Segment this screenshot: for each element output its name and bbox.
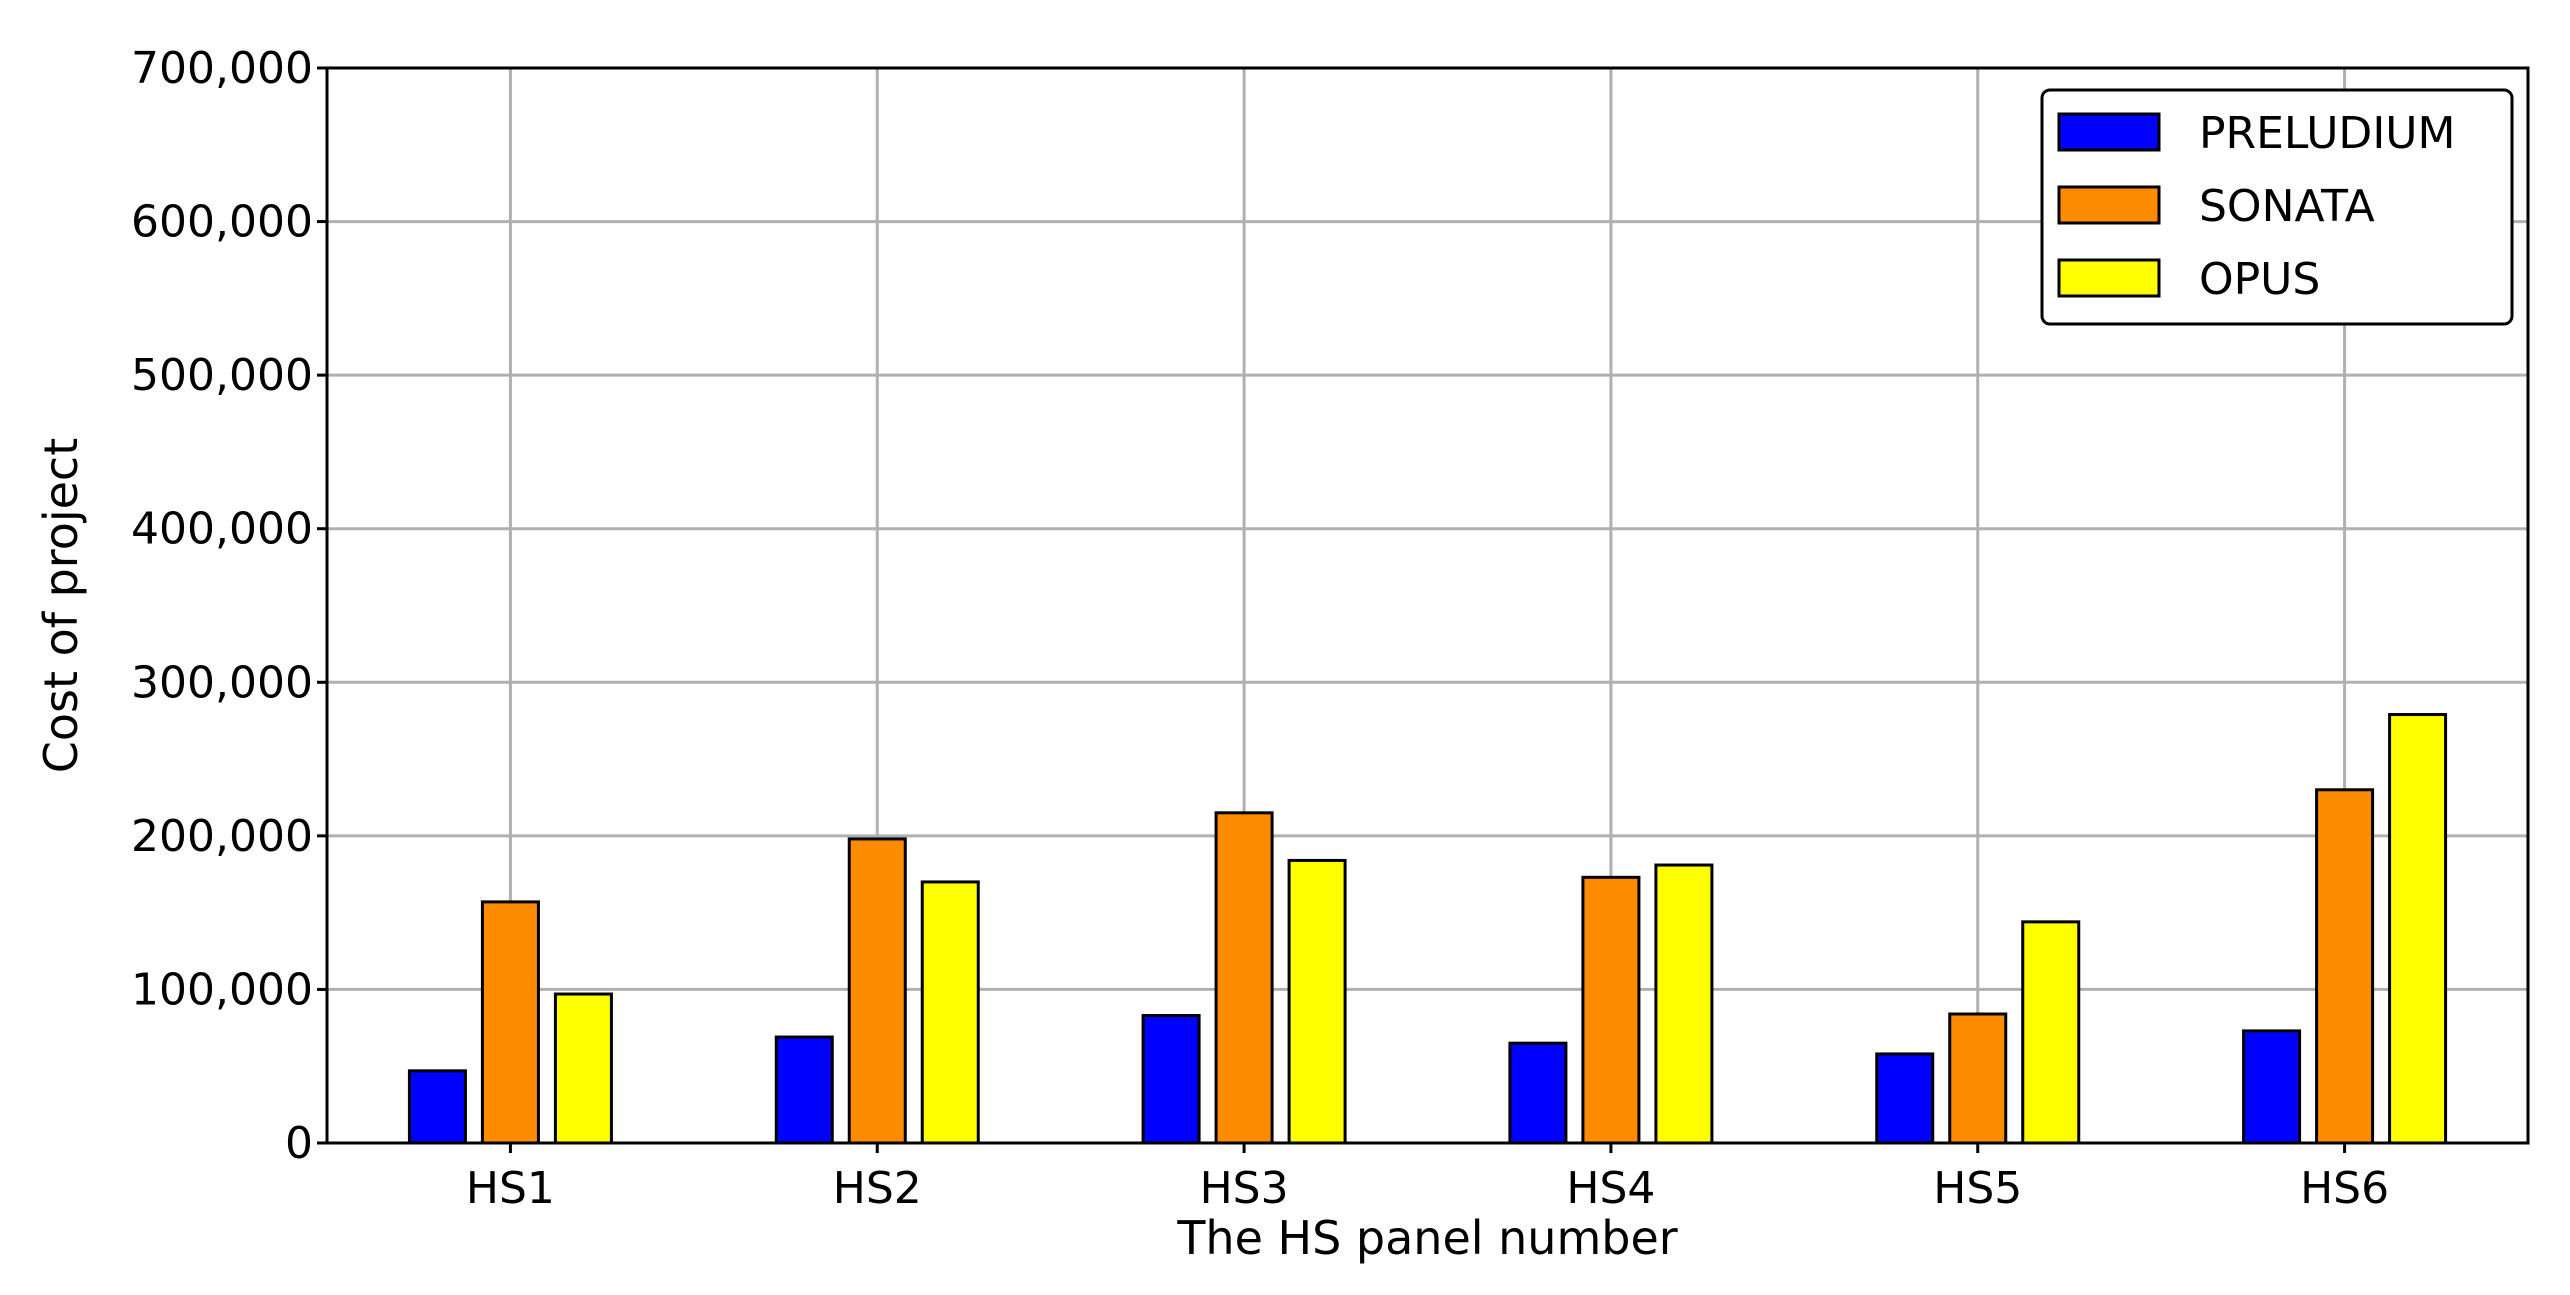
x-tick-label: HS3 bbox=[1200, 1163, 1289, 1214]
y-tick-label: 600,000 bbox=[131, 197, 313, 248]
bar-sonata-hs4 bbox=[1581, 875, 1641, 1145]
bar-opus-hs1 bbox=[553, 992, 613, 1145]
bar-sonata-hs2 bbox=[847, 837, 907, 1145]
legend: PRELUDIUM SONATA OPUS bbox=[2040, 88, 2514, 326]
legend-swatch-preludium bbox=[2057, 112, 2161, 152]
legend-swatch-sonata bbox=[2057, 185, 2161, 225]
y-tick-label: 0 bbox=[285, 1118, 313, 1169]
x-tick-label: HS4 bbox=[1566, 1163, 1655, 1214]
x-tick-label: HS6 bbox=[2300, 1163, 2389, 1214]
x-tick-label: HS2 bbox=[833, 1163, 922, 1214]
legend-label-preludium: PRELUDIUM bbox=[2199, 108, 2455, 159]
bar-opus-hs2 bbox=[920, 880, 980, 1145]
bar-opus-hs6 bbox=[2388, 713, 2448, 1145]
x-axis-ticks: HS1 HS2 HS3 HS4 HS5 HS6 bbox=[466, 1143, 2389, 1214]
bar-preludium-hs4 bbox=[1508, 1041, 1568, 1145]
legend-swatch-opus bbox=[2057, 258, 2161, 298]
bar-sonata-hs1 bbox=[480, 900, 540, 1145]
bar-sonata-hs6 bbox=[2315, 788, 2375, 1145]
bar-opus-hs3 bbox=[1287, 858, 1347, 1145]
bar-preludium-hs2 bbox=[774, 1035, 834, 1145]
bar-sonata-hs3 bbox=[1214, 811, 1274, 1145]
bar-opus-hs4 bbox=[1654, 863, 1714, 1145]
bars bbox=[407, 713, 2448, 1145]
bar-preludium-hs5 bbox=[1875, 1052, 1935, 1145]
legend-label-opus: OPUS bbox=[2199, 254, 2320, 305]
bar-preludium-hs6 bbox=[2242, 1029, 2302, 1145]
bar-opus-hs5 bbox=[2021, 920, 2081, 1145]
y-tick-label: 700,000 bbox=[131, 43, 313, 94]
y-tick-label: 400,000 bbox=[131, 504, 313, 555]
x-axis-label: The HS panel number bbox=[1176, 1211, 1677, 1265]
x-tick-label: HS5 bbox=[1933, 1163, 2022, 1214]
y-tick-label: 300,000 bbox=[131, 657, 313, 708]
y-axis-label: Cost of project bbox=[34, 438, 88, 774]
bar-preludium-hs1 bbox=[407, 1069, 467, 1145]
y-tick-label: 100,000 bbox=[131, 964, 313, 1015]
legend-label-sonata: SONATA bbox=[2199, 181, 2375, 232]
bar-sonata-hs5 bbox=[1948, 1012, 2008, 1145]
y-tick-label: 500,000 bbox=[131, 350, 313, 401]
x-tick-label: HS1 bbox=[466, 1163, 555, 1214]
bar-preludium-hs3 bbox=[1141, 1014, 1201, 1145]
plot-area-frame bbox=[325, 66, 2530, 1145]
y-axis-ticks: 0 100,000 200,000 300,000 400,000 500,000 600,… bbox=[131, 43, 327, 1169]
y-tick-label: 200,000 bbox=[131, 811, 313, 862]
